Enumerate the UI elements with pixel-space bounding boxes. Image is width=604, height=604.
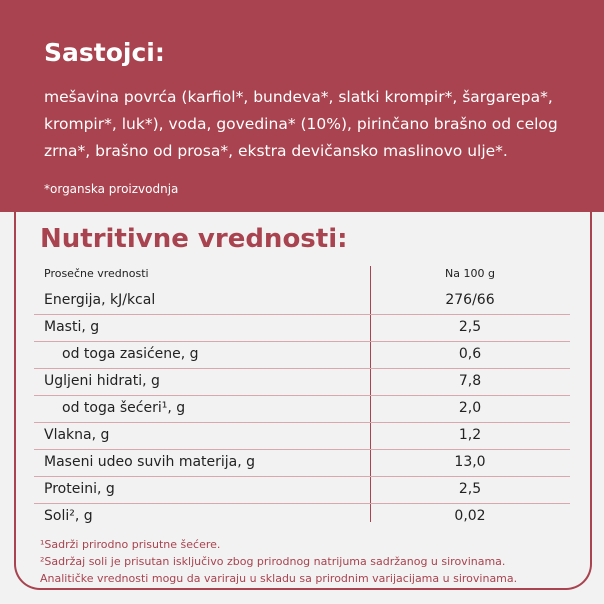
row-label: Maseni udeo suvih materija, g [44,454,256,470]
row-label: Soli², g [44,508,93,524]
row-value: 0,02 [454,508,486,524]
nutrition-title: Nutritivne vrednosti: [40,224,348,254]
row-value: 2,5 [458,319,482,335]
footnote: ²Sadržaj soli je prisutan isključivo zbo… [40,555,506,568]
ingredients-text: mešavina povrća (karfiol*, bundeva*, sla… [44,88,558,160]
row-value: 2,5 [458,481,482,497]
row-label: Ugljeni hidrati, g [44,373,160,389]
row-value: 13,0 [454,454,486,470]
table-row: Vlakna, g 1,2 [34,423,570,450]
organic-note: *organska proizvodnja [44,182,179,196]
row-label: Energija, kJ/kcal [44,292,156,308]
footnotes: ¹Sadrži prirodno prisutne šećere. ²Sadrž… [40,536,517,587]
table-row: od toga šećeri¹, g 2,0 [34,396,570,423]
nutrition-table: Prosečne vrednosti Na 100 g Energija, kJ… [34,262,570,530]
ingredients-title: Sastojci: [44,38,165,67]
header-value: Na 100 g [445,267,495,280]
table-row: Maseni udeo suvih materija, g 13,0 [34,450,570,477]
table-row: Energija, kJ/kcal 276/66 [34,288,570,315]
row-label: Proteini, g [44,481,115,497]
table-row: od toga zasićene, g 0,6 [34,342,570,369]
row-label: od toga šećeri¹, g [62,400,186,416]
row-value: 2,0 [458,400,482,416]
header-label: Prosečne vrednosti [44,267,149,280]
table-row: Masti, g 2,5 [34,315,570,342]
table-row: Soli², g 0,02 [34,504,570,530]
nutrition-box [14,170,592,590]
ingredients-section: Sastojci: mešavina povrća (karfiol*, bun… [0,0,604,212]
row-label: od toga zasićene, g [62,346,199,362]
footnote: ¹Sadrži prirodno prisutne šećere. [40,538,221,551]
row-label: Masti, g [44,319,100,335]
footnote: Analitičke vrednosti mogu da variraju u … [40,572,518,585]
row-value: 7,8 [458,373,482,389]
table-row: Ugljeni hidrati, g 7,8 [34,369,570,396]
row-value: 276/66 [445,292,495,308]
table-header: Prosečne vrednosti Na 100 g [34,262,570,288]
row-value: 1,2 [458,427,482,443]
row-label: Vlakna, g [44,427,110,443]
row-value: 0,6 [458,346,482,362]
column-divider [370,266,371,522]
table-row: Proteini, g 2,5 [34,477,570,504]
